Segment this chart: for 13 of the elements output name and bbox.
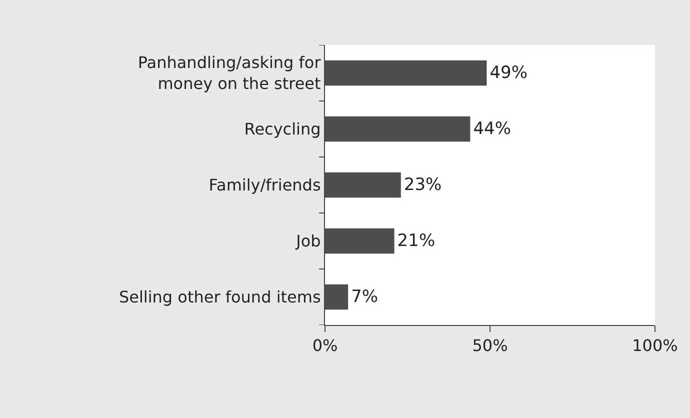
y-tick-label: Job [295,232,321,251]
y-tick-label: Recycling [244,120,321,139]
y-tick-label: Selling other found items [118,288,321,307]
data-label: 23% [404,175,442,195]
data-label: 7% [351,287,378,307]
data-label: 49% [490,63,528,83]
data-label: 44% [473,119,511,139]
y-tick-label: Panhandling/asking for money on the street [138,53,322,93]
x-tick-label: 0% [312,336,338,356]
data-label: 21% [397,231,436,251]
y-tick-label: Family/friends [208,176,321,195]
x-tick-label: 100% [632,336,678,356]
x-tick-label: 50% [472,336,508,356]
